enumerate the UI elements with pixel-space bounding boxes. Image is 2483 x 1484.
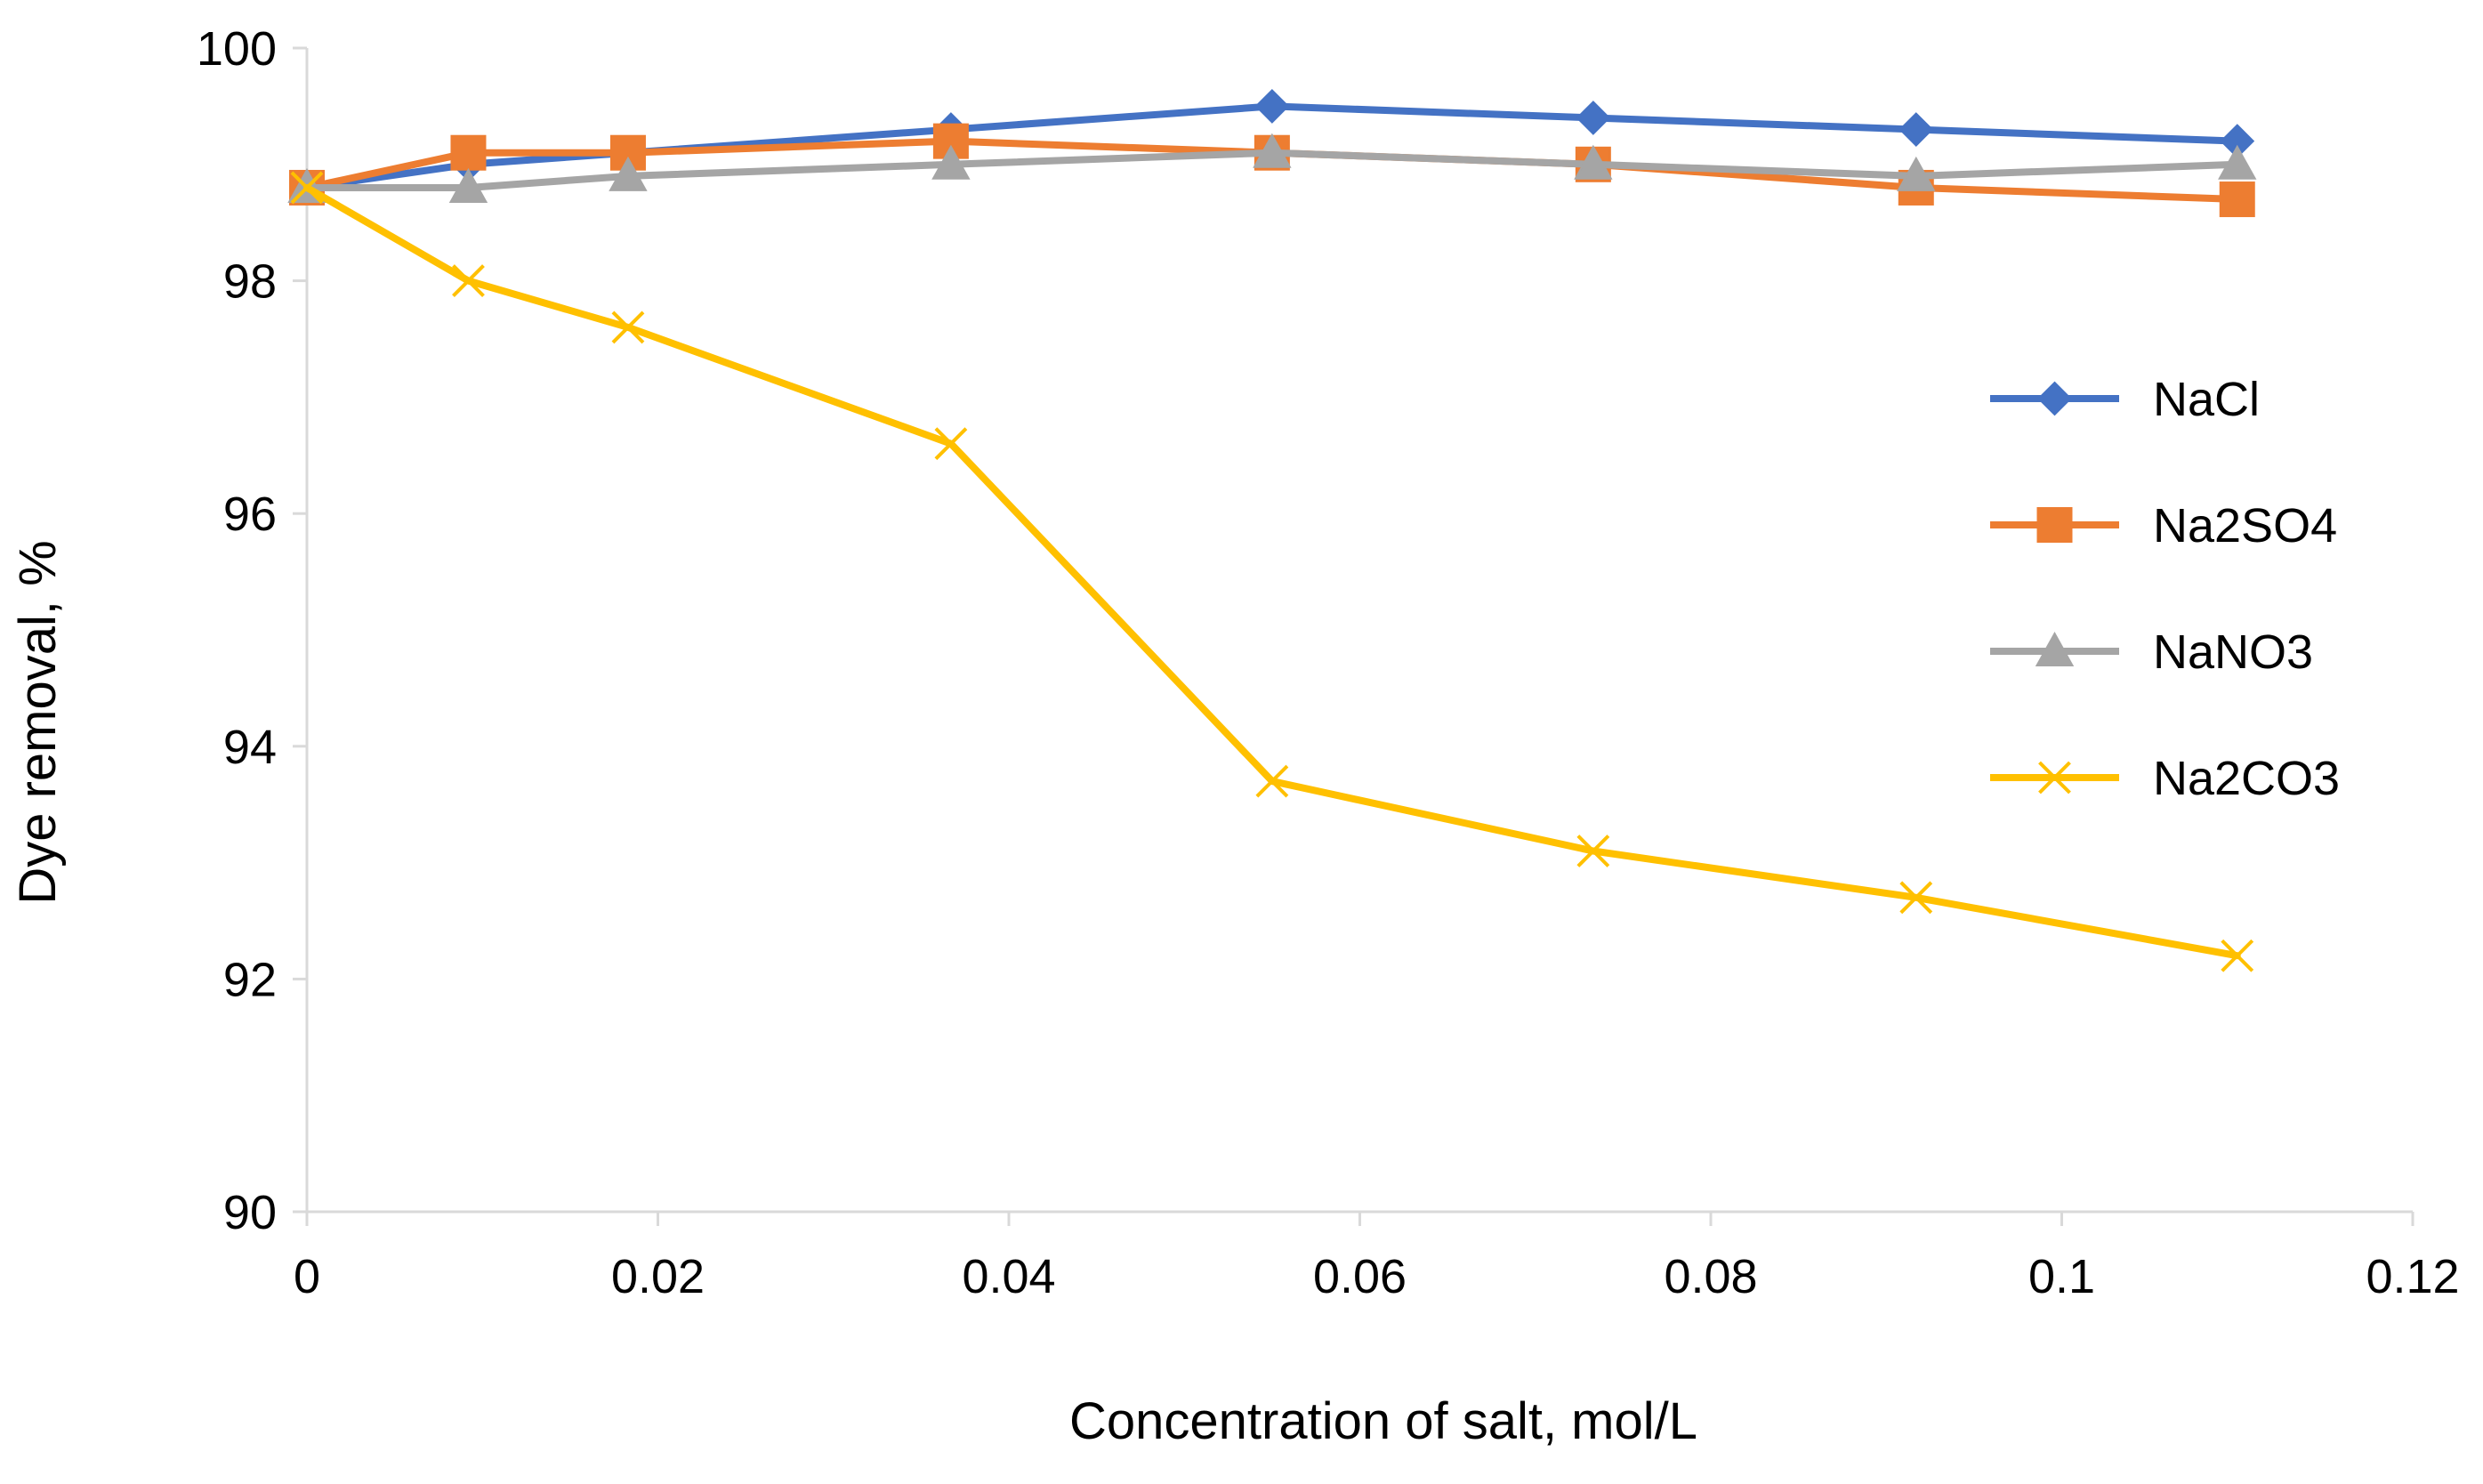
data-point-Na2CO3 xyxy=(2221,939,2254,972)
x-tick-label: 0.02 xyxy=(611,1250,705,1303)
data-point-NaNO3 xyxy=(1574,144,1613,180)
x-axis-title: Concentration of salt, mol/L xyxy=(1069,1392,1697,1450)
series-Na2CO3 xyxy=(290,171,2254,972)
data-point-NaNO3 xyxy=(2218,144,2257,180)
data-point-Na2CO3 xyxy=(934,427,968,461)
data-point-NaNO3 xyxy=(1253,133,1292,168)
data-point-NaCl xyxy=(1576,101,1611,135)
data-point-NaCl xyxy=(1899,112,1934,147)
series-line-NaNO3 xyxy=(303,149,2241,191)
y-tick-label: 96 xyxy=(223,488,277,541)
data-point-Na2CO3 xyxy=(1899,881,1933,915)
legend-item-NaNO3: NaNO3 xyxy=(1990,625,2313,679)
series-NaNO3 xyxy=(287,133,2257,203)
data-point-Na2CO3 xyxy=(1255,764,1289,798)
data-point-Na2CO3 xyxy=(452,264,485,298)
x-tick-label: 0 xyxy=(294,1250,320,1303)
legend-item-NaCl: NaCl xyxy=(1990,373,2260,426)
y-tick-label: 100 xyxy=(197,22,277,76)
x-tick-label: 0.04 xyxy=(962,1250,1055,1303)
x-tick-label: 0.06 xyxy=(1313,1250,1407,1303)
axes: 90 92 94 96 98 100 0 0.02 0.04 0.06 0.08 0.1 0.12 xyxy=(197,22,2460,1303)
legend-item-Na2SO4: Na2SO4 xyxy=(1990,499,2337,552)
data-point-Na2CO3 xyxy=(1576,835,1610,867)
legend-label-NaCl: NaCl xyxy=(2153,373,2260,426)
legend-item-Na2CO3: Na2CO3 xyxy=(1990,752,2340,805)
series-line-Na2SO4 xyxy=(303,137,2241,204)
x-tick-label: 0.1 xyxy=(2028,1250,2095,1303)
legend-marker-Na2SO4 xyxy=(2036,507,2073,543)
x-tick-label: 0.08 xyxy=(1664,1250,1757,1303)
data-point-Na2SO4 xyxy=(2219,181,2255,218)
data-point-NaNO3 xyxy=(931,144,971,180)
series-layer xyxy=(287,88,2257,972)
data-point-NaNO3 xyxy=(1897,156,1936,191)
legend-marker-Na2CO3 xyxy=(2038,761,2071,794)
x-tick-label: 0.12 xyxy=(2366,1250,2459,1303)
data-point-NaCl xyxy=(1254,88,1290,124)
legend-label-Na2CO3: Na2CO3 xyxy=(2153,752,2340,805)
series-line-NaCl xyxy=(303,102,2241,191)
y-tick-label: 98 xyxy=(223,255,277,309)
series-line-Na2CO3 xyxy=(303,183,2241,960)
legend: NaCl Na2SO4 NaNO3 Na2CO3 xyxy=(1990,373,2340,805)
legend-marker-NaNO3 xyxy=(2035,631,2075,666)
data-point-Na2CO3 xyxy=(611,311,645,344)
data-point-NaNO3 xyxy=(448,167,488,203)
data-point-Na2SO4 xyxy=(450,134,487,171)
legend-marker-NaCl xyxy=(2037,381,2072,416)
data-point-Na2CO3 xyxy=(290,171,324,205)
y-tick-label: 92 xyxy=(223,953,277,1006)
legend-label-NaNO3: NaNO3 xyxy=(2153,625,2313,679)
y-axis-title: Dye removal, % xyxy=(9,540,67,904)
y-tick-label: 94 xyxy=(223,721,277,774)
y-tick-label: 90 xyxy=(223,1186,277,1239)
legend-label-Na2SO4: Na2SO4 xyxy=(2153,499,2337,552)
data-point-NaNO3 xyxy=(609,156,648,191)
